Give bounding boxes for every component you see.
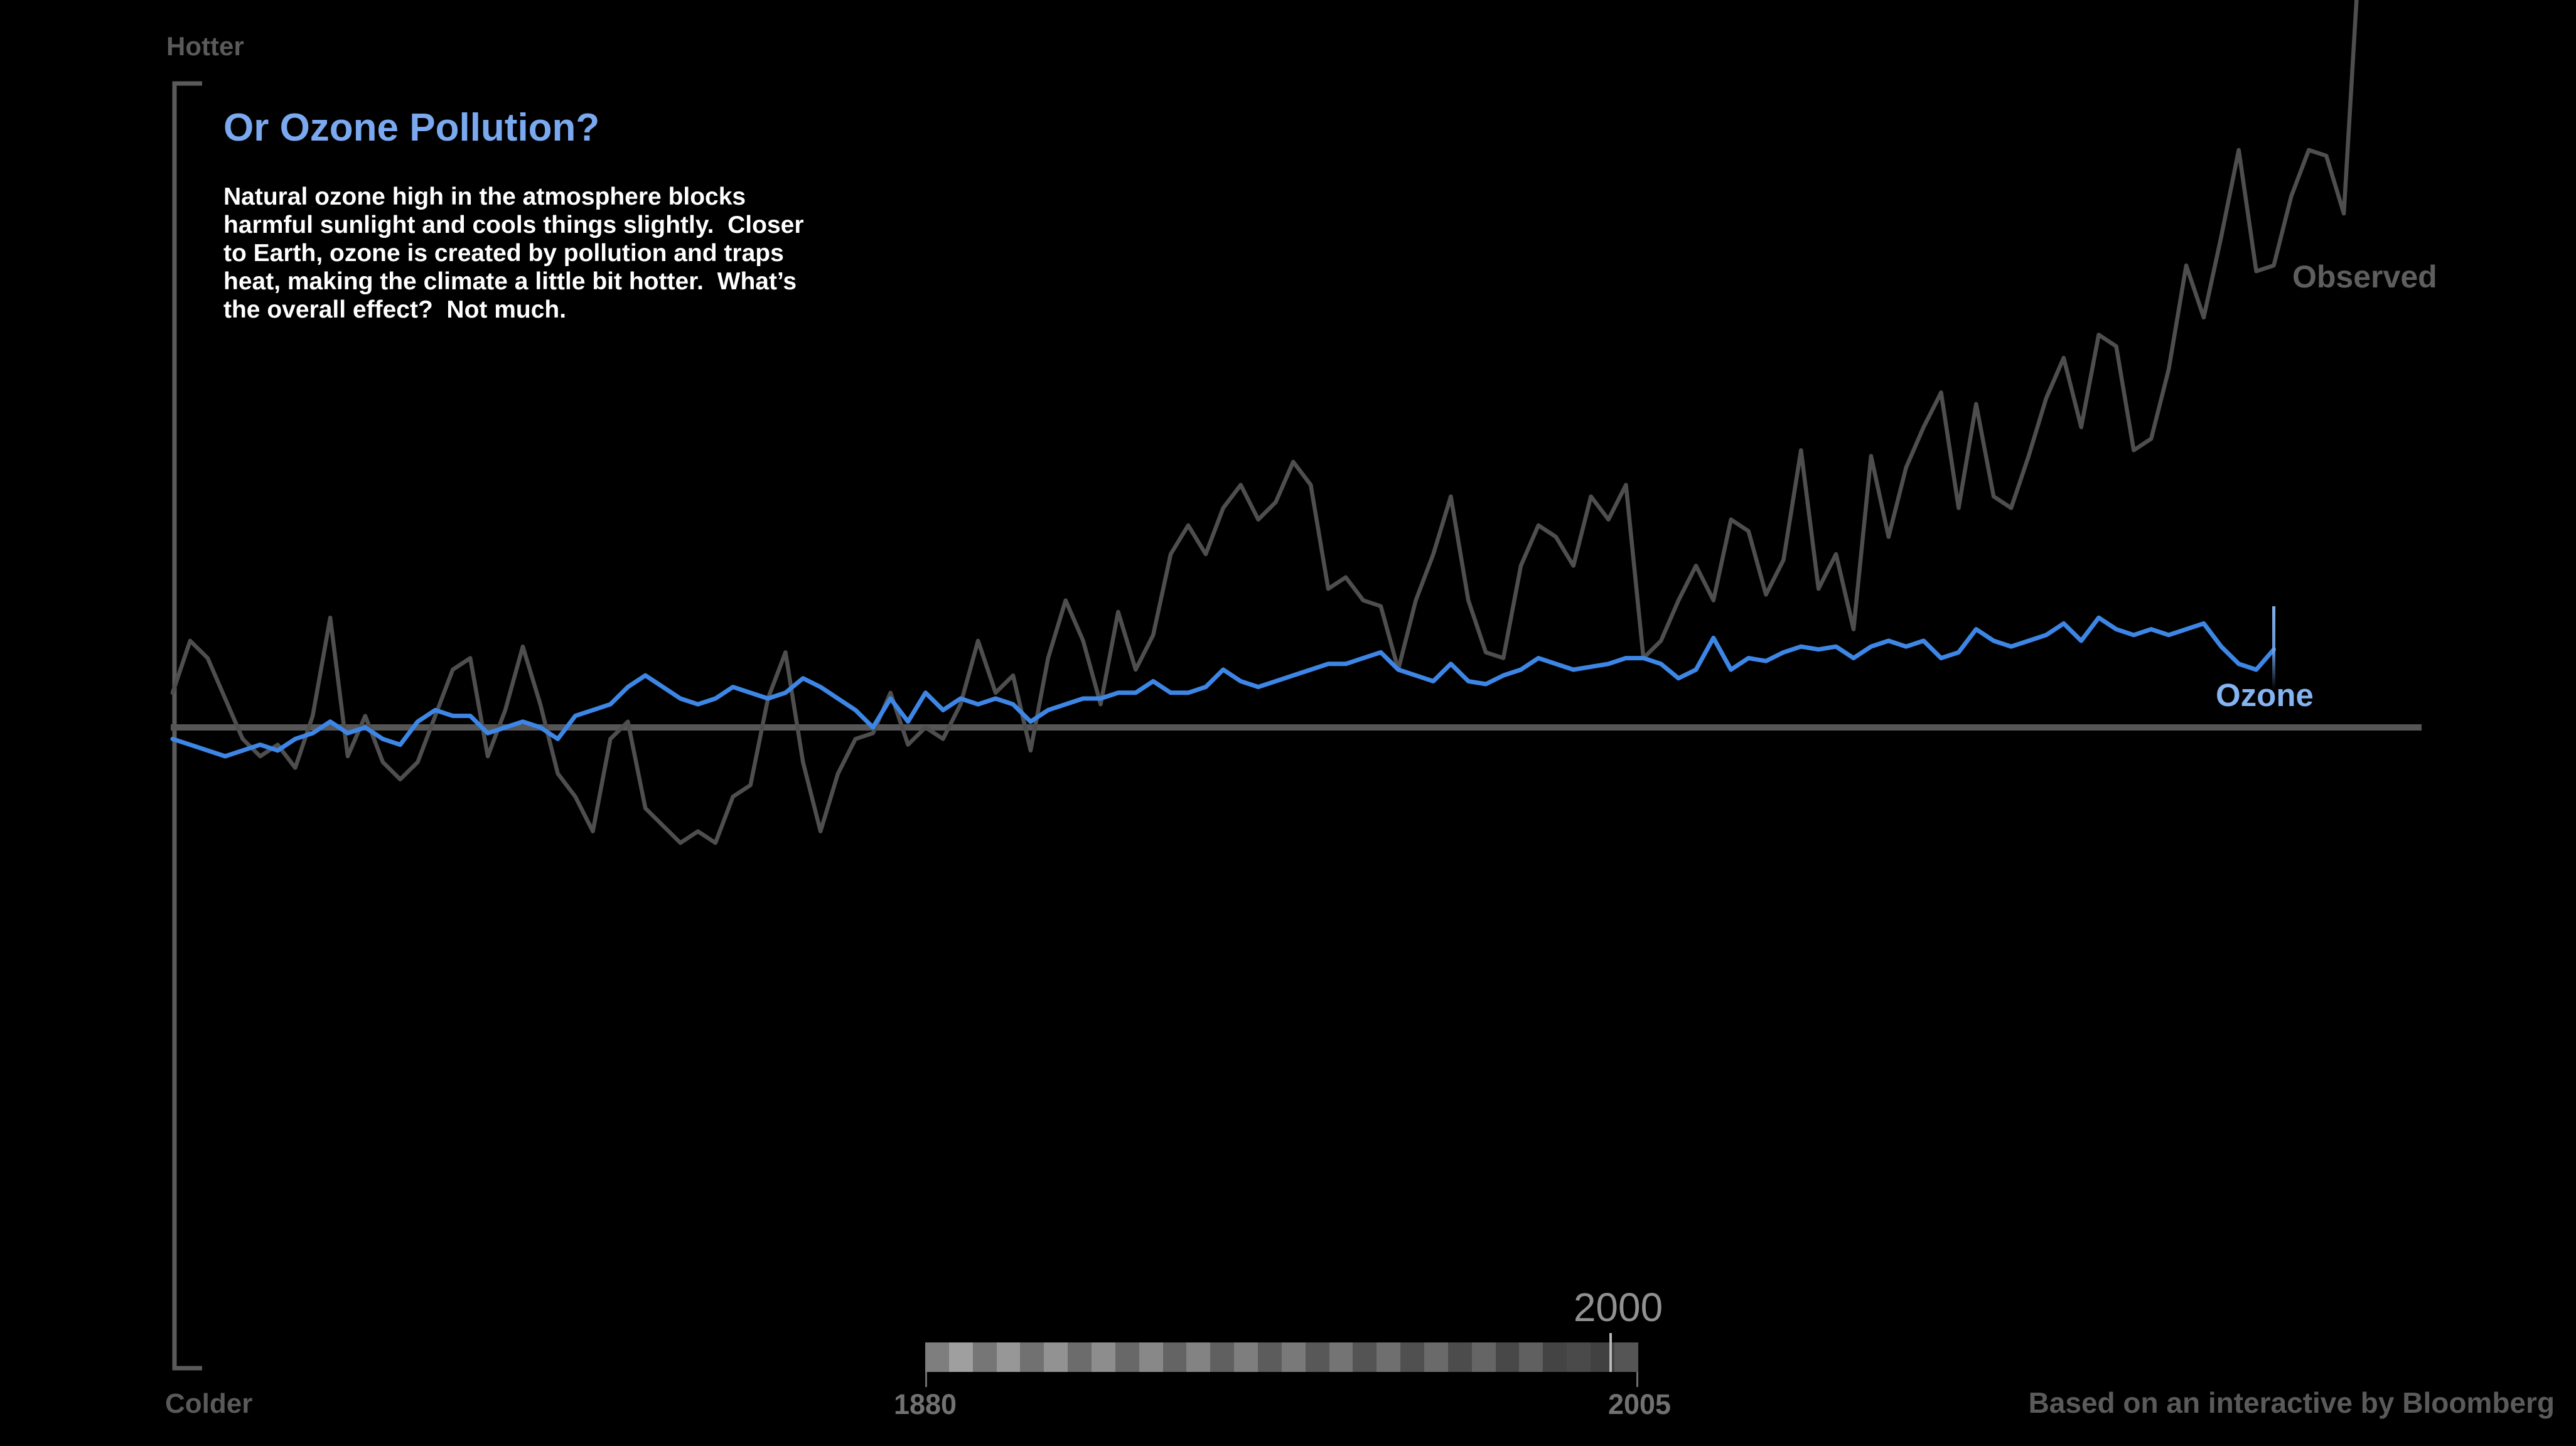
- timeline-stripe: [1020, 1342, 1044, 1372]
- timeline-stripe: [1092, 1342, 1115, 1372]
- story-panel: Or Ozone Pollution? Natural ozone high i…: [223, 105, 883, 324]
- timeline-bar[interactable]: [925, 1342, 1638, 1372]
- timeline-end-year-label: 2005: [1607, 1388, 1672, 1420]
- y-axis-colder-label: Colder: [165, 1388, 253, 1419]
- ozone-series-line: [170, 615, 2276, 759]
- attribution-text: Based on an interactive by Bloomberg: [2028, 1386, 2555, 1419]
- timeline-cursor-year-label: 2000: [1573, 1285, 1663, 1330]
- timeline-stripe: [948, 1342, 973, 1372]
- timeline-start-year-label: 1880: [893, 1388, 957, 1420]
- observed-series-label: Observed: [2292, 259, 2437, 294]
- timeline-cursor-handle[interactable]: [1609, 1333, 1612, 1372]
- story-title: Or Ozone Pollution?: [223, 106, 600, 149]
- timeline-stripe: [1543, 1342, 1567, 1372]
- timeline-end-tick: [1636, 1372, 1638, 1387]
- timeline-stripe: [1424, 1342, 1448, 1372]
- timeline-start-tick: [925, 1372, 927, 1387]
- y-axis-hotter-label: Hotter: [166, 31, 244, 61]
- timeline-stripe: [1305, 1342, 1329, 1372]
- timeline-stripe: [1400, 1342, 1425, 1372]
- timeline-stripe: [1068, 1342, 1092, 1372]
- timeline-stripe: [1471, 1342, 1496, 1372]
- timeline-stripe: [1281, 1342, 1306, 1372]
- timeline-stripe: [972, 1342, 997, 1372]
- observed-series-line: [170, 0, 2359, 845]
- timeline-scrubber[interactable]: [925, 1333, 1638, 1387]
- timeline-stripe: [996, 1342, 1021, 1372]
- timeline-stripe: [1567, 1342, 1591, 1372]
- timeline-stripe: [1258, 1342, 1282, 1372]
- timeline-stripe: [1353, 1342, 1377, 1372]
- timeline-stripe: [1377, 1342, 1401, 1372]
- timeline-stripe: [1519, 1342, 1543, 1372]
- timeline-stripe: [1044, 1342, 1068, 1372]
- timeline-stripe: [1186, 1342, 1211, 1372]
- timeline-stripe: [1447, 1342, 1472, 1372]
- timeline-stripe: [1139, 1342, 1163, 1372]
- timeline-stripe: [1234, 1342, 1258, 1372]
- timeline-stripe: [1495, 1342, 1520, 1372]
- timeline-stripe: [1210, 1342, 1235, 1372]
- timeline-stripe: [1115, 1342, 1139, 1372]
- timeline-stripe: [1614, 1342, 1638, 1372]
- story-body-text: Natural ozone high in the atmosphere blo…: [223, 183, 804, 323]
- timeline-stripe: [925, 1342, 949, 1372]
- timeline-stripe: [1329, 1342, 1353, 1372]
- ozone-series-label: Ozone: [2216, 677, 2314, 713]
- timeline-stripe: [1162, 1342, 1187, 1372]
